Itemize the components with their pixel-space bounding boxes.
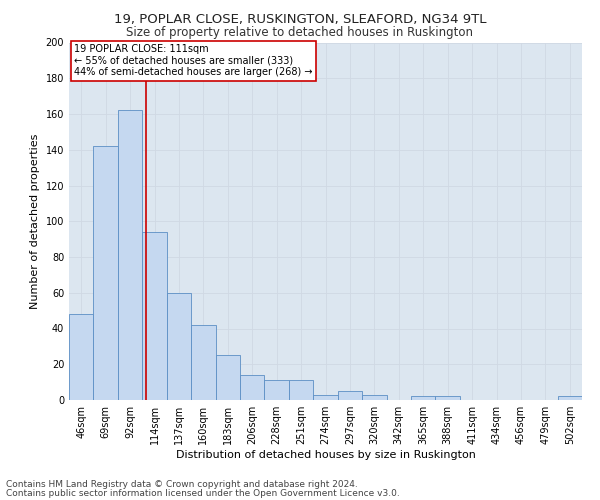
Bar — [191, 325, 215, 400]
X-axis label: Distribution of detached houses by size in Ruskington: Distribution of detached houses by size … — [176, 450, 475, 460]
Bar — [118, 110, 142, 400]
Bar — [240, 375, 265, 400]
Text: Contains public sector information licensed under the Open Government Licence v3: Contains public sector information licen… — [6, 488, 400, 498]
Text: Contains HM Land Registry data © Crown copyright and database right 2024.: Contains HM Land Registry data © Crown c… — [6, 480, 358, 489]
Text: Size of property relative to detached houses in Ruskington: Size of property relative to detached ho… — [127, 26, 473, 39]
Text: 19, POPLAR CLOSE, RUSKINGTON, SLEAFORD, NG34 9TL: 19, POPLAR CLOSE, RUSKINGTON, SLEAFORD, … — [114, 12, 486, 26]
Bar — [436, 396, 460, 400]
Bar — [142, 232, 167, 400]
Bar — [338, 391, 362, 400]
Bar — [167, 293, 191, 400]
Y-axis label: Number of detached properties: Number of detached properties — [30, 134, 40, 309]
Bar — [557, 396, 582, 400]
Bar — [215, 356, 240, 400]
Text: 19 POPLAR CLOSE: 111sqm
← 55% of detached houses are smaller (333)
44% of semi-d: 19 POPLAR CLOSE: 111sqm ← 55% of detache… — [74, 44, 313, 78]
Bar — [289, 380, 313, 400]
Bar — [265, 380, 289, 400]
Bar — [94, 146, 118, 400]
Bar — [362, 394, 386, 400]
Bar — [69, 314, 94, 400]
Bar — [313, 394, 338, 400]
Bar — [411, 396, 436, 400]
